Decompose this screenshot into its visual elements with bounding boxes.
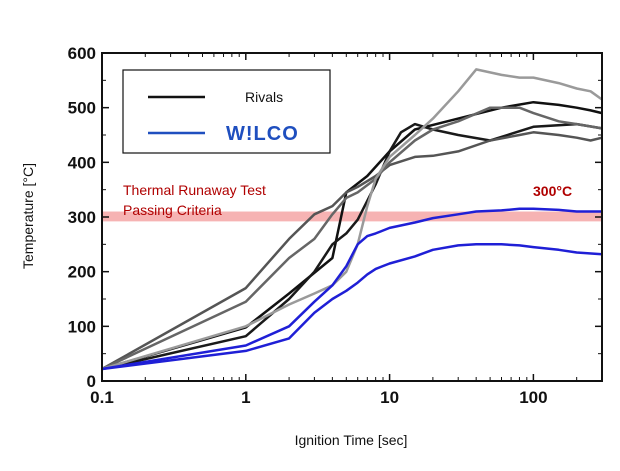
x-tick-label: 100 bbox=[519, 388, 547, 407]
legend: Rivals W!LCO bbox=[122, 69, 331, 154]
legend-label-wilco: W!LCO bbox=[226, 123, 299, 145]
x-tick-label: 0.1 bbox=[90, 388, 114, 407]
series-line-wilco-5 bbox=[101, 207, 602, 371]
x-tick-label: 10 bbox=[380, 388, 399, 407]
y-axis-title: Temperature [°C] bbox=[20, 163, 36, 269]
tick-layer: 0 100 200 300 400 500 600 0.1 1 10 100 bbox=[68, 44, 603, 407]
passing-criteria-band bbox=[102, 211, 602, 222]
y-tick-label: 300 bbox=[68, 208, 96, 227]
x-tick-label: 1 bbox=[241, 388, 250, 407]
y-tick-label: 500 bbox=[68, 99, 96, 118]
y-tick-label: 600 bbox=[68, 44, 96, 63]
series-line-wilco-6 bbox=[101, 243, 603, 371]
series-line-rival-1 bbox=[101, 122, 603, 371]
criteria-label-line-2: Passing Criteria bbox=[123, 202, 222, 218]
legend-box bbox=[122, 69, 331, 154]
y-tick-label: 200 bbox=[68, 263, 96, 282]
series-line-rival-2 bbox=[101, 131, 603, 371]
y-tick-label: 100 bbox=[68, 317, 96, 336]
series-line-rival-4 bbox=[101, 68, 603, 371]
legend-label-rivals: Rivals bbox=[245, 89, 283, 105]
series-layer bbox=[101, 68, 603, 371]
y-tick-label: 0 bbox=[87, 372, 96, 391]
criteria-value-label: 300°C bbox=[533, 183, 572, 199]
y-tick-label: 400 bbox=[68, 153, 96, 172]
criteria-label-line-1: Thermal Runaway Test bbox=[123, 182, 266, 198]
x-axis-title: Ignition Time [sec] bbox=[295, 432, 408, 448]
series-line-rival-3 bbox=[101, 106, 603, 371]
